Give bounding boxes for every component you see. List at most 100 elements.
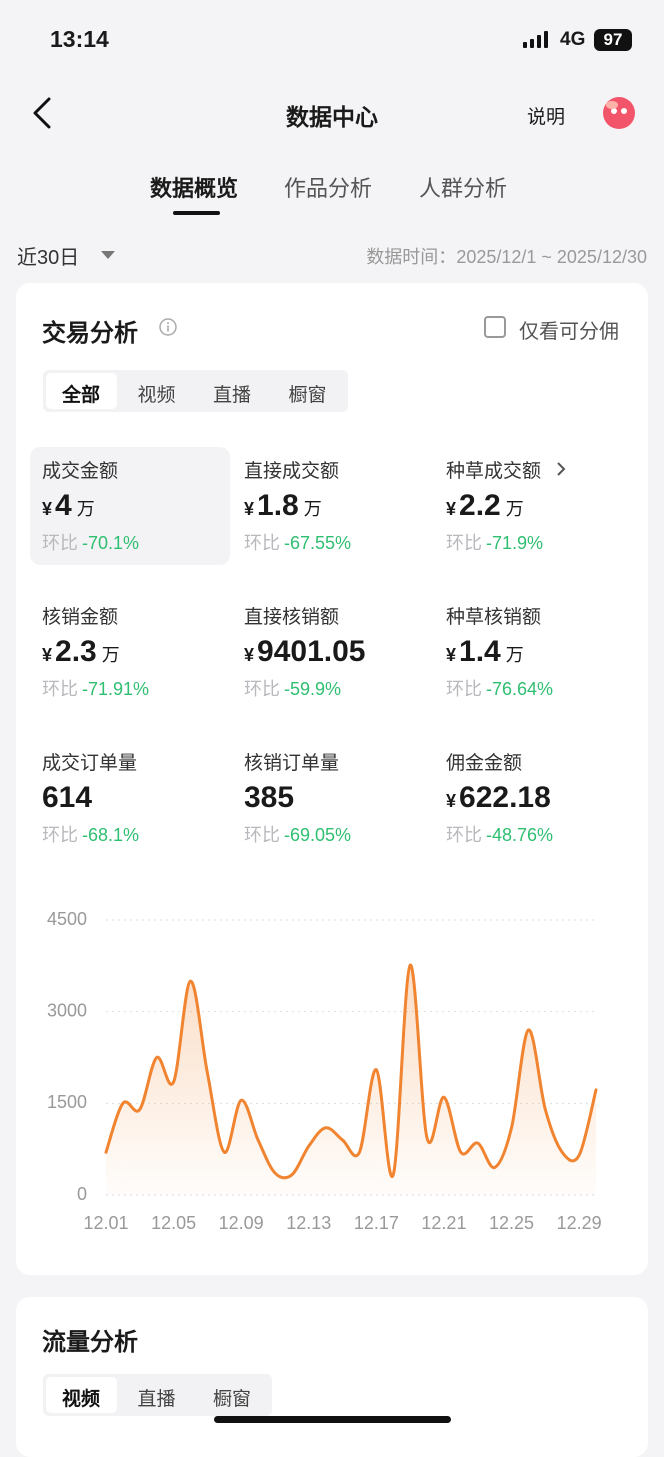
metric-change: -48.76%	[486, 825, 554, 845]
metric-value-row: ¥9401.05	[244, 635, 434, 669]
metric-change: -59.9%	[284, 679, 342, 699]
metric-value: 2.3	[55, 635, 97, 668]
tab[interactable]: 作品分析	[284, 176, 373, 201]
metric-label: 直接成交额	[244, 461, 340, 482]
metric-change-row: 环比 -76.64%	[446, 675, 636, 701]
tab[interactable]: 人群分析	[419, 176, 508, 201]
compare-label: 环比	[244, 679, 280, 699]
signal-icon	[523, 31, 548, 48]
filter-option[interactable]: 直播	[212, 385, 251, 406]
card-title: 交易分析	[42, 320, 138, 347]
metric-change: -76.64%	[486, 679, 554, 699]
y-tick-label: 3000	[47, 1000, 87, 1020]
metric-label: 成交金额	[42, 461, 119, 482]
metric-value-row: ¥2.2 万	[446, 489, 636, 523]
metric-value: 9401.05	[257, 635, 366, 668]
checkbox[interactable]	[484, 316, 506, 338]
avatar[interactable]	[600, 95, 638, 131]
metric-currency: ¥	[446, 499, 457, 519]
info-icon[interactable]	[158, 317, 178, 337]
x-tick-label: 12.01	[83, 1213, 128, 1233]
metric[interactable]: 种草成交额 ¥2.2 万环比 -71.9%	[446, 456, 636, 555]
metric-unit: 万	[505, 499, 524, 519]
metric-change-row: 环比 -67.55%	[244, 529, 434, 555]
line-area	[106, 965, 596, 1195]
status-battery: 97	[594, 29, 632, 51]
compare-label: 环比	[446, 825, 482, 845]
metric-label: 核销订单量	[244, 753, 340, 774]
data-time: 数据时间：2025/12/1 ~ 2025/12/30	[366, 243, 647, 269]
metric-value: 2.2	[459, 489, 501, 522]
compare-label: 环比	[42, 825, 78, 845]
filter-option[interactable]: 视频	[61, 1389, 100, 1410]
date-range[interactable]: 近30日	[17, 247, 80, 269]
metric-currency: ¥	[244, 645, 255, 665]
filter-option[interactable]: 直播	[137, 1389, 176, 1410]
metric-value: 622.18	[459, 781, 551, 814]
filter-option[interactable]: 橱窗	[212, 1389, 251, 1410]
metric-change-row: 环比 -70.1%	[42, 529, 232, 555]
checkbox-label[interactable]: 仅看可分佣	[519, 321, 619, 343]
data-time-value: 2025/12/1 ~ 2025/12/30	[456, 247, 647, 267]
metric-change-row: 环比 -48.76%	[446, 821, 636, 847]
metric-value: 1.4	[459, 635, 501, 668]
filter-option[interactable]: 视频	[137, 385, 176, 406]
metric-value: 4	[55, 489, 72, 522]
metric: 核销金额 ¥2.3 万环比 -71.91%	[42, 602, 232, 701]
metric-label: 佣金金额	[446, 753, 523, 774]
metric-value-row: ¥2.3 万	[42, 635, 232, 669]
metric-unit: 万	[505, 645, 524, 665]
x-tick-label: 12.09	[219, 1213, 264, 1233]
metric-currency: ¥	[42, 645, 53, 665]
nav-title: 数据中心	[286, 104, 378, 130]
filter-selected	[46, 1377, 117, 1413]
filter-option[interactable]: 橱窗	[288, 385, 327, 406]
chart: 0 1500 3000 4500 12.01 12.05 12.09 12.13 12.17 12…	[47, 909, 602, 1233]
metric-value: 614	[42, 781, 93, 814]
back-button[interactable]	[30, 96, 54, 130]
home-indicator	[214, 1416, 451, 1423]
x-tick-label: 12.05	[151, 1213, 196, 1233]
metric-value-row: ¥4 万	[42, 489, 232, 523]
metric: 直接成交额 ¥1.8 万环比 -67.55%	[244, 456, 434, 555]
metric-change-row: 环比 -69.05%	[244, 821, 434, 847]
card-title: 流量分析	[42, 1329, 138, 1356]
metric-value-row: ¥1.8 万	[244, 489, 434, 523]
metric-currency: ¥	[446, 645, 457, 665]
status-time: 13:14	[50, 26, 109, 52]
y-tick-label: 0	[77, 1184, 87, 1204]
help-link[interactable]: 说明	[527, 107, 566, 128]
metric-currency: ¥	[42, 499, 53, 519]
metric-value: 385	[244, 781, 295, 814]
metric: 成交金额 ¥4 万环比 -70.1%	[42, 456, 232, 555]
metric-change-row: 环比 -71.9%	[446, 529, 636, 555]
metric-value-row: 385	[244, 781, 434, 815]
metric-value-row: ¥1.4 万	[446, 635, 636, 669]
compare-label: 环比	[244, 533, 280, 553]
y-tick-label: 1500	[47, 1092, 87, 1112]
y-tick-label: 4500	[47, 909, 87, 929]
metric-change: -67.55%	[284, 533, 352, 553]
metric-change: -71.9%	[486, 533, 544, 553]
metric-change: -69.05%	[284, 825, 352, 845]
metric-unit: 万	[101, 645, 120, 665]
metric-currency: ¥	[244, 499, 255, 519]
filter-selected	[46, 373, 117, 409]
compare-label: 环比	[446, 679, 482, 699]
metric: 直接核销额 ¥9401.05 环比 -59.9%	[244, 602, 434, 701]
x-tick-label: 12.21	[421, 1213, 466, 1233]
chevron-icon[interactable]	[555, 460, 567, 478]
filter-option[interactable]: 全部	[61, 385, 100, 406]
metric-label: 种草成交额	[446, 461, 542, 482]
metric-unit: 万	[76, 499, 95, 519]
data-time-label: 数据时间：	[366, 247, 457, 267]
dropdown-icon	[101, 251, 115, 259]
metric: 种草核销额 ¥1.4 万环比 -76.64%	[446, 602, 636, 701]
metric-label: 种草核销额	[446, 607, 542, 628]
metric-change-row: 环比 -71.91%	[42, 675, 232, 701]
compare-label: 环比	[42, 679, 78, 699]
tab[interactable]: 数据概览	[150, 176, 239, 201]
compare-label: 环比	[42, 533, 78, 553]
compare-label: 环比	[244, 825, 280, 845]
